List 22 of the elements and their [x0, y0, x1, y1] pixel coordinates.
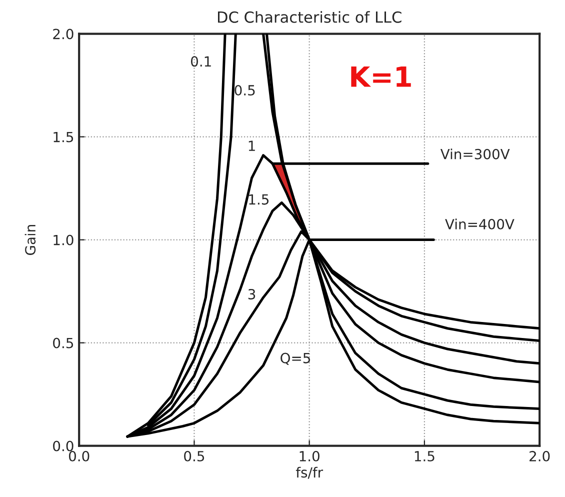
x-axis-title: fs/fr: [296, 466, 324, 479]
annotation: 1.5: [249, 194, 269, 205]
x-tick-label: 1.0: [300, 450, 320, 462]
y-tick-label: 1.5: [54, 132, 74, 142]
y-tick-label: 2.0: [53, 28, 74, 40]
annotation: Vin=300V: [440, 148, 510, 160]
annotation: Q=5: [280, 352, 310, 365]
y-axis-title: Gain: [24, 225, 36, 255]
y-tick-label: 0.5: [53, 338, 74, 348]
annotation: 0.5: [234, 85, 255, 96]
y-tick-label: 1.0: [54, 234, 74, 246]
annotation: Vin=400V: [445, 218, 514, 230]
x-tick-label: 1.5: [414, 451, 434, 462]
chart-title: DC Characteristic of LLC: [218, 11, 402, 23]
annotation: 0.1: [191, 56, 211, 67]
annotation: 1: [248, 140, 255, 151]
y-tick-label: 0.0: [53, 440, 74, 452]
x-tick-label: 2.0: [530, 450, 550, 462]
annotation: 3: [248, 288, 256, 300]
annotation: K=1: [351, 66, 411, 87]
x-tick-label: 0.5: [184, 450, 204, 462]
x-tick-label: 0.0: [68, 450, 90, 462]
